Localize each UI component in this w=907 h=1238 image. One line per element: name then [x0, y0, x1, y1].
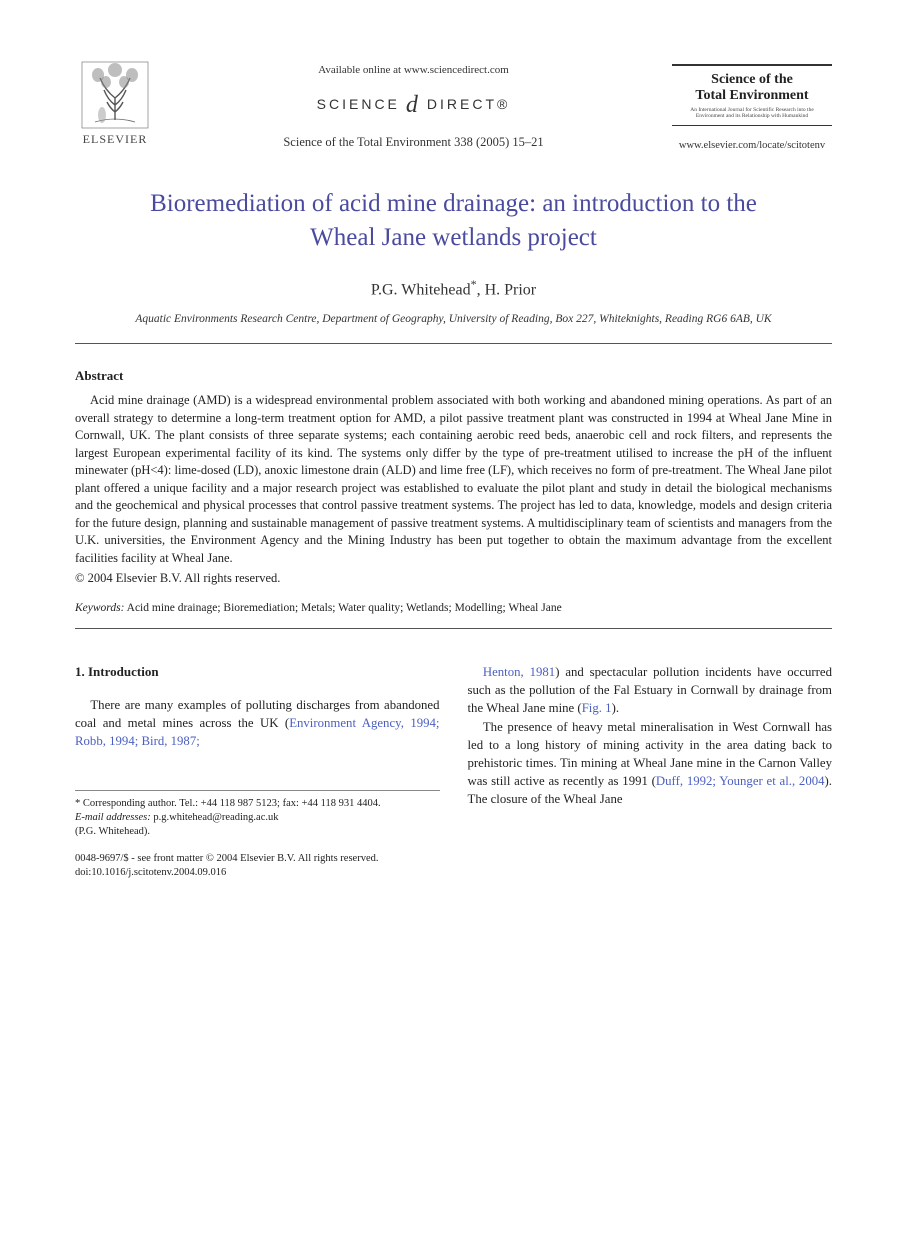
journal-box: Science of the Total Environment An Inte… [672, 60, 832, 151]
affiliation: Aquatic Environments Research Centre, De… [75, 313, 832, 325]
rule-top [75, 343, 832, 344]
page-header: ELSEVIER Available online at www.science… [75, 60, 832, 151]
journal-url: www.elsevier.com/locate/scitotenv [672, 140, 832, 151]
intro-text-c: ). [612, 701, 619, 715]
left-column: 1. Introduction There are many examples … [75, 663, 440, 880]
author-1: P.G. Whitehead [371, 281, 471, 298]
email-address: p.g.whitehead@reading.ac.uk [151, 812, 279, 823]
corresponding-mark: * [471, 277, 477, 291]
journal-title: Science of the Total Environment [672, 70, 832, 106]
author-2: H. Prior [485, 281, 537, 298]
keywords-label: Keywords: [75, 602, 124, 614]
citation-duff-younger[interactable]: Duff, 1992; Younger et al., 2004 [656, 774, 825, 788]
journal-reference: Science of the Total Environment 338 (20… [155, 135, 672, 150]
email-label: E-mail addresses: [75, 812, 151, 823]
footnotes: * Corresponding author. Tel.: +44 118 98… [75, 790, 440, 840]
keywords-line: Keywords: Acid mine drainage; Bioremedia… [75, 602, 832, 614]
available-online-text: Available online at www.sciencedirect.co… [155, 64, 672, 76]
journal-subtitle: An International Journal for Scientific … [672, 106, 832, 122]
keywords-text: Acid mine drainage; Bioremediation; Meta… [124, 602, 561, 614]
doi-line: doi:10.1016/j.scitotenv.2004.09.016 [75, 866, 440, 880]
abstract-heading: Abstract [75, 368, 832, 384]
issn-line: 0048-9697/$ - see front matter © 2004 El… [75, 852, 440, 866]
sd-text-right: DIRECT® [427, 96, 510, 112]
rule-bottom [75, 628, 832, 629]
right-column: Henton, 1981) and spectacular pollution … [468, 663, 833, 880]
article-title: Bioremediation of acid mine drainage: an… [115, 187, 792, 255]
center-header: Available online at www.sciencedirect.co… [155, 60, 672, 150]
abstract-text: Acid mine drainage (AMD) is a widespread… [75, 392, 832, 567]
sd-at-icon: d [406, 92, 421, 119]
citation-henton[interactable]: Henton, 1981 [483, 665, 555, 679]
elsevier-tree-icon [80, 60, 150, 130]
doi-block: 0048-9697/$ - see front matter © 2004 El… [75, 852, 440, 880]
email-attribution: (P.G. Whitehead). [75, 825, 440, 839]
intro-para-2: The presence of heavy metal mineralisati… [468, 718, 833, 809]
sciencedirect-logo: SCIENCE d DIRECT® [317, 90, 511, 117]
corresponding-author-footnote: * Corresponding author. Tel.: +44 118 98… [75, 797, 440, 811]
email-line: E-mail addresses: p.g.whitehead@reading.… [75, 811, 440, 825]
intro-para-1: There are many examples of polluting dis… [75, 696, 440, 750]
section-1-heading: 1. Introduction [75, 663, 440, 681]
intro-para-1-cont: Henton, 1981) and spectacular pollution … [468, 663, 833, 717]
publisher-logo: ELSEVIER [75, 60, 155, 147]
journal-title-line2: Total Environment [695, 88, 808, 103]
journal-title-line1: Science of the [711, 72, 793, 87]
sd-text-left: SCIENCE [317, 96, 400, 112]
authors: P.G. Whitehead*, H. Prior [75, 277, 832, 299]
copyright-line: © 2004 Elsevier B.V. All rights reserved… [75, 571, 832, 586]
publisher-name: ELSEVIER [83, 132, 148, 147]
body-columns: 1. Introduction There are many examples … [75, 663, 832, 880]
figure-1-ref[interactable]: Fig. 1 [582, 701, 612, 715]
